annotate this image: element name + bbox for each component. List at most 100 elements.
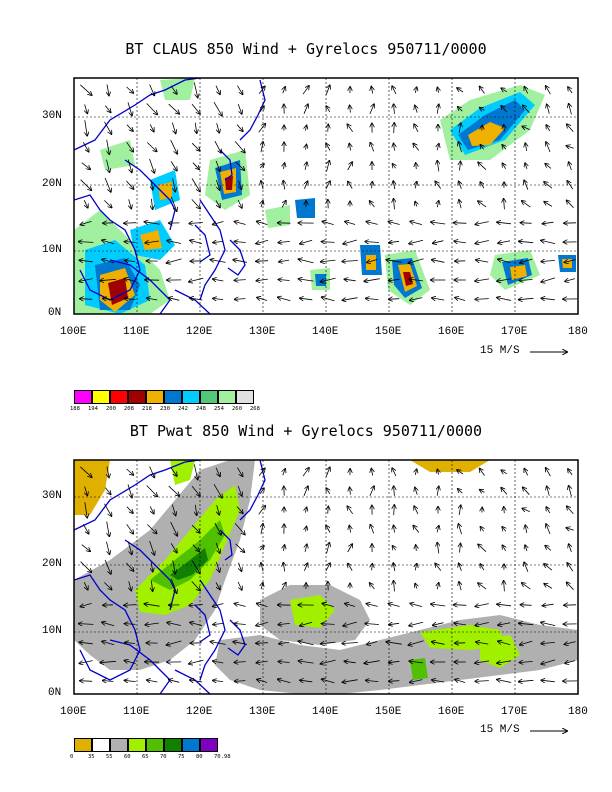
wind-vector <box>170 521 178 536</box>
wind-vector <box>283 469 285 476</box>
wind-vector <box>81 162 90 170</box>
wind-vector <box>541 277 556 282</box>
wind-vector <box>326 144 331 151</box>
wind-vector <box>298 259 314 264</box>
wind-vector <box>80 299 93 300</box>
wind-vector <box>437 87 438 93</box>
wind-vector <box>191 485 200 496</box>
wind-vector <box>191 199 200 208</box>
wind-vector <box>145 241 159 243</box>
wind-vector <box>149 466 155 478</box>
wind-vector <box>300 680 313 682</box>
wind-vector <box>542 604 554 606</box>
lat-label: 0N <box>48 687 62 699</box>
wind-vector <box>104 200 111 207</box>
wind-vector <box>125 643 136 644</box>
wind-vector <box>210 260 226 263</box>
wind-vector <box>213 680 224 681</box>
wind-vector <box>85 486 88 496</box>
wind-vector <box>480 564 484 571</box>
wind-vector <box>233 642 247 645</box>
wind-vector <box>347 544 353 553</box>
wind-vector <box>431 222 446 224</box>
wind-vector <box>322 624 335 625</box>
wind-vector <box>567 181 574 190</box>
lat-label: 10N <box>42 244 62 256</box>
colorbar-label: 65 <box>142 754 149 760</box>
wind-vector <box>190 680 203 682</box>
wind-vector <box>305 544 307 552</box>
lon-label: 110E <box>123 326 150 338</box>
wind-vector <box>520 640 533 645</box>
wind-vectors <box>79 82 578 301</box>
wind-vector <box>567 124 574 133</box>
wind-vector <box>261 524 263 535</box>
wind-vector <box>432 642 445 645</box>
wind-vector <box>151 198 152 209</box>
wind-vector <box>213 661 224 663</box>
lon-label: 130E <box>249 326 276 338</box>
wind-vector <box>541 659 556 664</box>
wind-vector <box>370 583 375 590</box>
wind-vector <box>569 104 572 115</box>
wind-vector <box>502 145 506 150</box>
wind-vector <box>432 260 445 263</box>
wind-vector <box>415 469 416 475</box>
wind-vector <box>458 524 462 535</box>
wind-vector <box>210 642 226 645</box>
wind-vector <box>349 526 350 533</box>
panel-1-frame <box>73 77 579 315</box>
wind-vector <box>544 182 553 189</box>
wind-vector <box>278 662 290 663</box>
colorbar-label: 248 <box>196 406 206 412</box>
wind-vector <box>350 105 351 113</box>
colorbar-swatch <box>200 738 218 752</box>
wind-vector <box>564 642 576 645</box>
wind-vector <box>497 604 512 606</box>
wind-vector <box>79 624 94 625</box>
wind-vector <box>261 583 263 590</box>
wind-vector <box>83 200 88 208</box>
wind-vector <box>459 200 461 209</box>
wind-vector <box>107 84 109 96</box>
wind-vector <box>192 162 199 170</box>
wind-vector <box>104 582 111 589</box>
wind-vector <box>279 642 290 644</box>
wind-vector <box>457 88 464 93</box>
wind-vector <box>370 525 375 534</box>
wind-vector <box>541 680 555 682</box>
wind-vector <box>394 525 395 533</box>
wind-vector <box>389 279 400 280</box>
wind-vector <box>213 483 222 498</box>
wind-vector <box>475 221 489 225</box>
wind-vector <box>326 106 330 113</box>
wind-vector <box>173 178 176 191</box>
wind-vector <box>257 221 268 225</box>
lon-label: 180 <box>568 706 588 718</box>
wind-vector <box>129 199 132 208</box>
wind-vector <box>124 605 137 606</box>
wind-vector <box>541 240 556 244</box>
wind-vector <box>367 642 378 645</box>
wind-vector <box>189 223 203 224</box>
wind-vector <box>167 241 181 244</box>
wind-vector <box>460 162 461 171</box>
wind-vector <box>415 202 417 207</box>
wind-vector <box>546 524 551 535</box>
wind-vector <box>151 562 152 571</box>
wind-vector <box>100 661 116 662</box>
lon-label: 110E <box>123 706 150 718</box>
wind-vector <box>366 680 379 681</box>
wind-vector <box>106 159 110 173</box>
wind-vector <box>454 623 466 625</box>
wind-vector <box>235 681 246 682</box>
wind-vector <box>216 179 219 190</box>
wind-vector <box>239 180 242 189</box>
wind-vector <box>127 102 132 115</box>
wind-vector <box>102 622 115 627</box>
wind-vector <box>195 122 196 133</box>
wind-vector <box>475 603 489 607</box>
wind-vector <box>256 279 268 281</box>
wind-vector <box>432 298 445 300</box>
wind-vector <box>564 260 576 263</box>
